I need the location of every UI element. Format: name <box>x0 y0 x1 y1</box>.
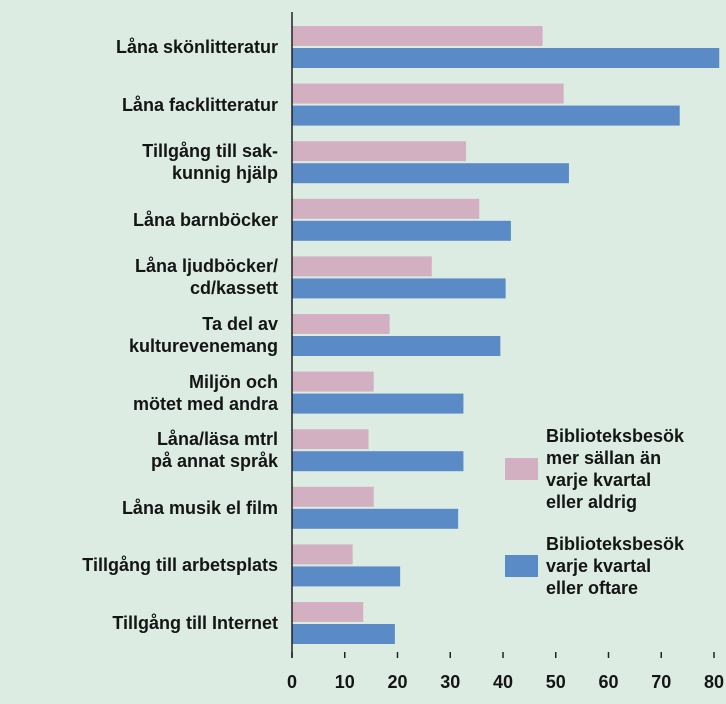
bar <box>292 141 467 162</box>
bar <box>292 602 364 622</box>
x-tick-label: 40 <box>493 672 513 692</box>
bar <box>292 220 511 241</box>
legend-swatch <box>505 458 538 480</box>
bar <box>292 278 506 299</box>
bar <box>292 314 390 334</box>
category-label: Ta del av kulturevenemang <box>128 314 278 356</box>
x-tick-label: 30 <box>440 672 460 692</box>
bar <box>292 26 543 46</box>
category-label: Miljön och mötet med andra <box>132 371 278 414</box>
x-tick-label: 20 <box>387 672 407 692</box>
category-label: Låna skönlitteratur <box>115 37 278 57</box>
legend-swatch <box>505 555 538 577</box>
bar <box>292 508 459 529</box>
legend-label: Biblioteksbesök varje kvartal eller ofta… <box>546 534 685 598</box>
bar <box>292 336 501 356</box>
bar <box>292 624 395 644</box>
legend-label: Biblioteksbesök mer sällan än varje kvar… <box>546 426 685 512</box>
bar <box>292 544 353 565</box>
category-label: Låna ljudböcker/ cd/kassett <box>134 256 278 299</box>
category-label: Låna/läsa mtrl på annat språk <box>150 429 278 472</box>
bar <box>292 48 720 68</box>
category-label: Låna musik el film <box>121 497 278 518</box>
category-label: Tillgång till sak- kunnig hjälp <box>142 141 278 184</box>
bar <box>292 256 432 277</box>
bar <box>292 486 374 507</box>
x-tick-label: 80 <box>704 672 724 692</box>
x-tick-label: 70 <box>651 672 671 692</box>
category-label: Tillgång till arbetsplats <box>82 555 278 576</box>
category-label: Tillgång till Internet <box>112 613 278 633</box>
bar <box>292 105 680 126</box>
bar <box>292 393 464 414</box>
bar <box>292 198 480 219</box>
bar <box>292 371 374 392</box>
bar <box>292 429 369 450</box>
category-label: Låna facklitteratur <box>121 94 278 115</box>
bar <box>292 566 401 587</box>
x-tick-label: 50 <box>546 672 566 692</box>
x-tick-label: 10 <box>335 672 355 692</box>
category-label: Låna barnböcker <box>132 209 278 230</box>
bar <box>292 163 569 184</box>
bar <box>292 83 564 104</box>
x-tick-label: 60 <box>598 672 618 692</box>
bar <box>292 451 464 472</box>
x-tick-label: 0 <box>287 672 297 692</box>
